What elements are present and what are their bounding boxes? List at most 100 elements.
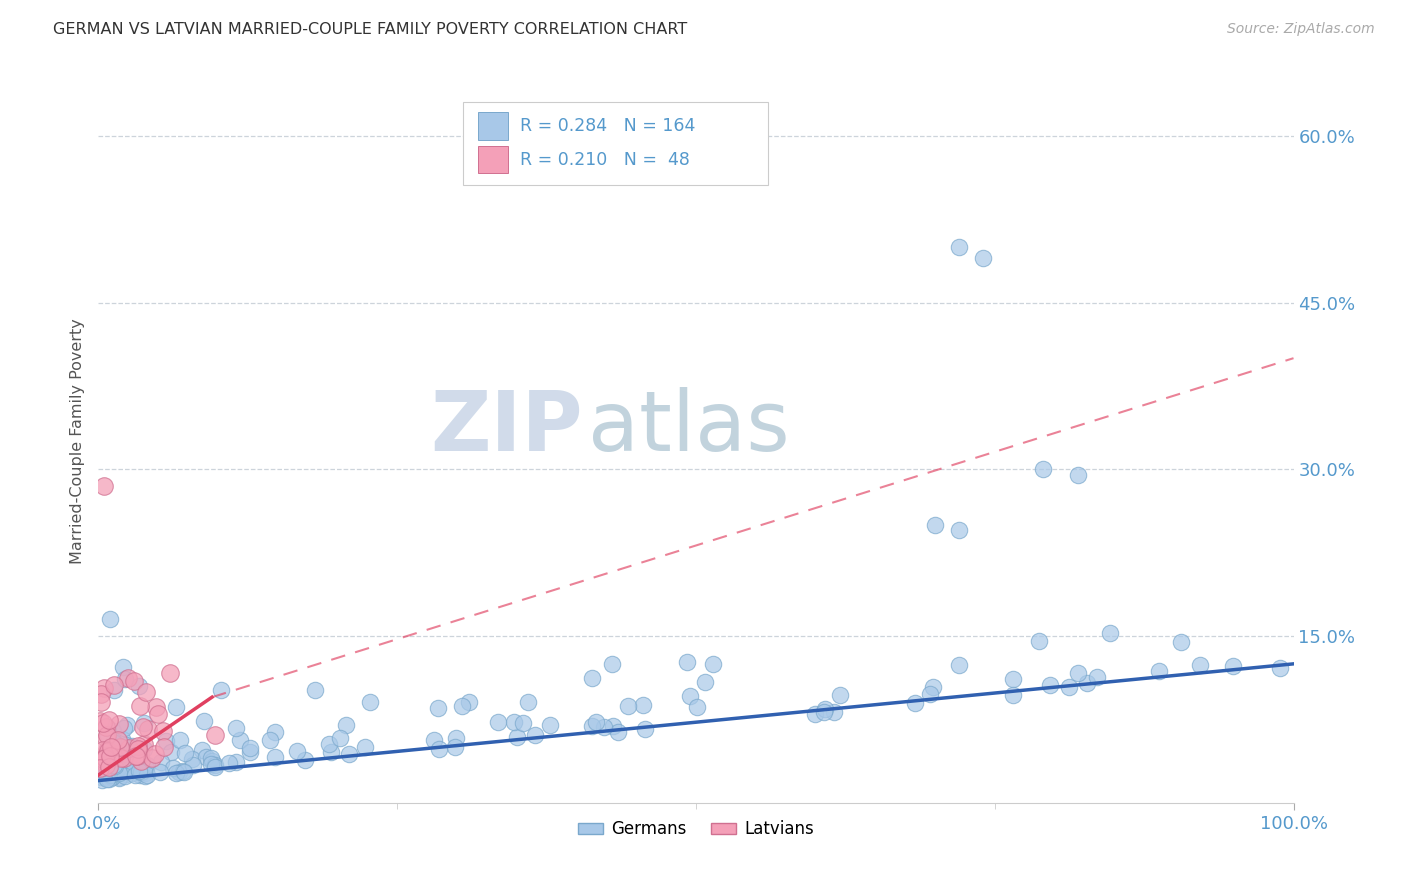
Point	[972, 251, 994, 265]
Point	[948, 240, 970, 254]
Point	[524, 728, 547, 742]
Point	[1222, 659, 1244, 673]
Point	[153, 740, 176, 755]
Point	[107, 771, 129, 785]
Text: GERMAN VS LATVIAN MARRIED-COUPLE FAMILY POVERTY CORRELATION CHART: GERMAN VS LATVIAN MARRIED-COUPLE FAMILY …	[53, 22, 688, 37]
Point	[103, 678, 125, 692]
Point	[129, 755, 152, 769]
Point	[606, 725, 628, 739]
Legend: Germans, Latvians: Germans, Latvians	[571, 814, 821, 845]
Point	[259, 732, 281, 747]
Point	[103, 724, 125, 739]
Point	[114, 760, 136, 774]
Point	[239, 745, 262, 759]
Point	[631, 698, 654, 712]
Point	[201, 754, 224, 768]
Point	[100, 763, 122, 777]
Point	[602, 719, 624, 733]
Point	[191, 743, 214, 757]
Point	[450, 698, 472, 713]
Point	[131, 720, 153, 734]
Point	[162, 761, 184, 775]
Point	[101, 770, 124, 784]
Point	[194, 749, 217, 764]
Point	[337, 747, 360, 761]
Point	[581, 719, 603, 733]
Point	[122, 745, 145, 759]
Point	[922, 681, 945, 695]
Point	[150, 755, 173, 769]
Point	[159, 665, 181, 680]
Point	[90, 687, 112, 701]
Point	[204, 728, 226, 742]
Point	[173, 746, 195, 760]
Point	[329, 731, 352, 745]
Point	[107, 747, 129, 762]
Point	[118, 741, 141, 756]
Point	[114, 738, 136, 752]
Point	[108, 770, 131, 784]
Point	[111, 732, 134, 747]
Point	[111, 739, 134, 754]
Point	[218, 756, 240, 771]
Point	[165, 766, 187, 780]
Point	[97, 728, 120, 742]
Point	[617, 698, 640, 713]
Text: R = 0.284   N = 164: R = 0.284 N = 164	[520, 117, 696, 135]
Point	[101, 755, 124, 769]
Point	[512, 715, 534, 730]
Point	[148, 706, 170, 721]
Point	[538, 717, 561, 731]
Point	[105, 762, 128, 776]
Point	[1039, 678, 1062, 692]
Point	[426, 701, 449, 715]
Point	[122, 748, 145, 763]
Point	[145, 699, 167, 714]
Point	[114, 766, 136, 780]
Point	[107, 755, 129, 769]
Point	[229, 732, 252, 747]
Point	[1188, 658, 1211, 673]
Point	[167, 764, 190, 779]
Point	[948, 657, 970, 672]
Point	[1147, 664, 1170, 678]
Point	[804, 706, 827, 721]
Point	[91, 761, 114, 775]
Point	[115, 718, 138, 732]
Point	[98, 714, 121, 728]
Point	[354, 739, 377, 754]
Point	[600, 657, 623, 672]
Point	[108, 739, 131, 754]
Point	[108, 716, 131, 731]
Point	[920, 687, 942, 701]
Point	[294, 753, 316, 767]
Point	[134, 769, 156, 783]
Point	[114, 769, 136, 783]
Point	[1032, 462, 1054, 476]
Point	[94, 756, 117, 771]
Point	[94, 720, 117, 734]
Point	[486, 714, 509, 729]
Point	[124, 768, 146, 782]
Point	[96, 772, 118, 786]
Point	[593, 720, 616, 734]
Bar	[478, 146, 509, 173]
Point	[108, 751, 131, 765]
Point	[444, 731, 467, 746]
Point	[141, 751, 163, 765]
Point	[107, 759, 129, 773]
Point	[813, 705, 835, 719]
Point	[97, 759, 120, 773]
Point	[93, 752, 115, 766]
Point	[132, 741, 155, 756]
Point	[117, 672, 139, 686]
Point	[335, 718, 357, 732]
Point	[115, 763, 138, 777]
Point	[104, 758, 127, 772]
Point	[112, 722, 135, 736]
Point	[359, 695, 381, 709]
Point	[103, 683, 125, 698]
Point	[263, 725, 285, 739]
Point	[676, 655, 699, 669]
Point	[91, 743, 114, 757]
